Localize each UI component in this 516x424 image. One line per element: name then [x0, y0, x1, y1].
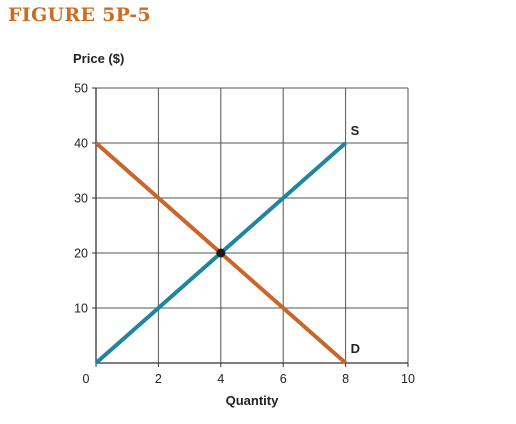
- x-tick-label: 6: [280, 372, 287, 386]
- grid: [96, 87, 409, 363]
- y-tick-label: 30: [74, 192, 88, 206]
- x-axis-label: Quantity: [226, 393, 279, 408]
- y-tick-label: 10: [74, 302, 88, 316]
- labels: Price ($) Quantity S D: [73, 51, 360, 408]
- series-s-label: S: [351, 123, 360, 138]
- y-tick-label: 40: [74, 137, 88, 151]
- points: [216, 248, 226, 258]
- figure-title: FIGURE 5P-5: [8, 4, 151, 26]
- x-tick-label: 0: [83, 372, 90, 386]
- axes: 0 2 4 6 8 10 10 20 30 40 50: [74, 82, 415, 387]
- x-tick-label: 4: [217, 372, 224, 386]
- equilibrium-point: [216, 248, 226, 258]
- series-d-label: D: [351, 341, 360, 356]
- x-tick-label: 2: [155, 372, 162, 386]
- x-tick-label: 10: [401, 372, 415, 386]
- y-axis-label: Price ($): [73, 51, 124, 66]
- y-tick-label: 50: [74, 82, 88, 96]
- x-tick-label: 8: [342, 372, 349, 386]
- y-tick-label: 20: [74, 247, 88, 261]
